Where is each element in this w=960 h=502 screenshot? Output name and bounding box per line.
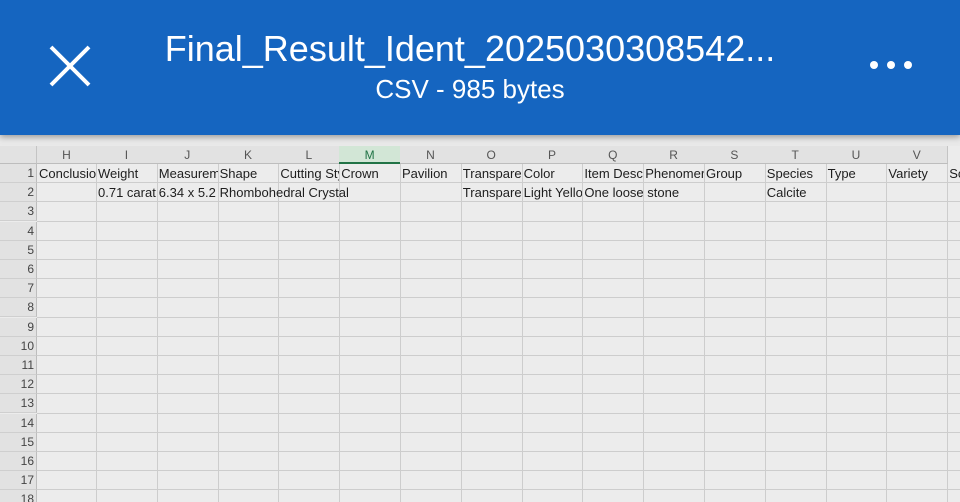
cell: Transparer [462, 166, 522, 181]
cell: Rhombohedral Crystal [219, 185, 349, 201]
cell: Variety [888, 166, 928, 181]
cell: Sc [949, 166, 960, 181]
file-subtitle: CSV - 985 bytes [375, 74, 565, 104]
row-line [37, 431, 960, 433]
cell: Phenomer [645, 166, 704, 181]
column-line [96, 164, 97, 502]
column-header: Q [582, 146, 645, 164]
column-header: V [886, 146, 949, 164]
column-header: R [643, 146, 705, 164]
column-line [764, 164, 766, 502]
row-header: 10 [0, 336, 37, 356]
row-header: 15 [0, 432, 37, 452]
row-header: 3 [0, 202, 37, 222]
row-line [37, 451, 960, 452]
row-header: 16 [0, 452, 37, 471]
column-line [886, 164, 888, 502]
row-header: 8 [0, 298, 37, 318]
column-line [704, 164, 705, 502]
row-header: 7 [0, 279, 37, 299]
cell: Species [766, 166, 814, 181]
cell: 0.71 carat [98, 185, 156, 201]
cell: Transparer [462, 185, 522, 201]
column-line [339, 164, 341, 502]
cell: Cutting Sty [280, 166, 340, 181]
column-line [156, 164, 158, 502]
column-header: J [156, 146, 219, 164]
column-header: T [764, 146, 827, 164]
row-header: 12 [0, 375, 37, 395]
app-bar: Final_Result_Ident_2025030308542... CSV … [0, 0, 960, 135]
cell: Pavilion [402, 166, 448, 181]
cell: Calcite [766, 185, 807, 201]
row-line [37, 316, 960, 318]
row-header: 17 [0, 471, 37, 491]
cell: One loose stone [584, 185, 680, 201]
corner [0, 146, 37, 164]
column-line [521, 164, 523, 502]
column-header: S [704, 146, 766, 164]
column-line [400, 164, 401, 502]
more-button[interactable] [868, 58, 914, 72]
row-header: 18 [0, 490, 37, 502]
cell: Weight [98, 166, 139, 181]
column-line [278, 164, 280, 502]
row-header: 4 [0, 221, 37, 241]
row-line [37, 201, 960, 203]
column-header: L [278, 146, 341, 164]
cell: Measurem [158, 166, 218, 181]
row-header: 11 [0, 356, 37, 375]
row-line [37, 278, 960, 280]
row-line [37, 239, 960, 241]
cell: Group [706, 166, 743, 181]
row-header: 14 [0, 413, 37, 433]
row-line [37, 259, 960, 260]
column-header: P [521, 146, 584, 164]
row-header: 9 [0, 317, 37, 337]
column-line [643, 164, 645, 502]
row-header: 6 [0, 260, 37, 279]
cell: Type [827, 166, 856, 181]
row-line [37, 470, 960, 472]
row-line [37, 220, 960, 222]
column-header: U [825, 146, 888, 164]
row-line [37, 297, 960, 299]
column-header: I [96, 146, 158, 164]
column-header: M [339, 146, 401, 164]
column-header: H [37, 146, 97, 164]
row-line [37, 393, 960, 395]
row-header: 2 [0, 183, 37, 203]
row-header: 1 [0, 164, 37, 183]
cell: Shape [219, 166, 258, 181]
column-line [217, 164, 219, 502]
spreadsheet: 1 2 3 4 5 6 7 8 9 10 11 12 13 14 15 16 17 18 H I J K L M N O P Q R S T… [0, 146, 960, 502]
cell: Item Descr [584, 166, 644, 181]
column-header: N [400, 146, 462, 164]
cell: Conclusior [39, 166, 96, 181]
cell: Color [523, 166, 555, 181]
cell: Light Yello [523, 185, 583, 201]
cell: Crown [341, 166, 379, 181]
column-line [947, 164, 949, 502]
row-line [37, 374, 960, 376]
row-line [37, 182, 960, 184]
row-header: 13 [0, 394, 37, 414]
row-line [37, 335, 960, 337]
row-line [37, 412, 960, 414]
column-line [582, 164, 584, 502]
file-title: Final_Result_Ident_2025030308542... [164, 28, 776, 69]
row-line [37, 489, 960, 491]
column-line [825, 164, 827, 502]
close-button[interactable] [48, 44, 92, 88]
column-header: K [217, 146, 280, 164]
cell: 6.34 x 5.2 [158, 185, 216, 201]
row-line [37, 355, 960, 356]
row-header: 5 [0, 240, 37, 260]
column-line [460, 164, 462, 502]
column-header: O [460, 146, 523, 164]
